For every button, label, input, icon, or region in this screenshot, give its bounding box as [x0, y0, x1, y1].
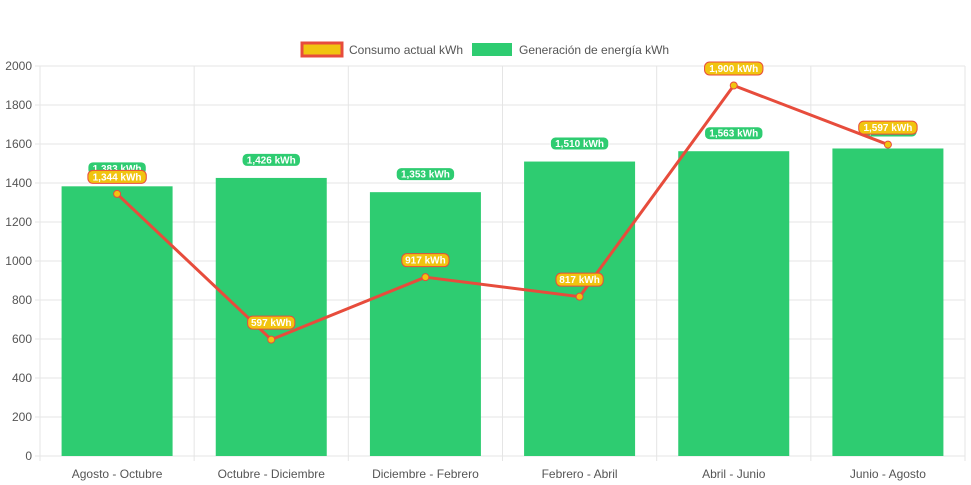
line-data-label-bg [401, 253, 450, 268]
y-tick-label: 1200 [5, 215, 32, 229]
y-axis-ticks: 0 200 400 600 800 1000 1200 1400 1600 1800 2000 [5, 59, 32, 463]
line-data-label: 1,344 kWh [93, 172, 142, 183]
line-point[interactable] [267, 335, 276, 344]
legend-swatch-consumption[interactable] [300, 41, 344, 58]
legend-swatch-generation[interactable] [472, 43, 512, 56]
y-tick-label: 0 [25, 449, 32, 463]
line-data-labels: 1,344 kWh 597 kWh 917 kWh 817 kWh 1,900 kWh 1… [87, 61, 918, 330]
bar[interactable] [832, 148, 944, 457]
line-point[interactable] [883, 140, 892, 149]
bar-data-label: 1,383 kWh [93, 164, 142, 175]
line-data-label: 597 kWh [251, 318, 292, 329]
bar-data-label: 1,510 kWh [555, 139, 604, 150]
line-data-label: 817 kWh [559, 275, 600, 286]
line-data-label: 1,900 kWh [709, 64, 758, 75]
y-tick-label: 1800 [5, 98, 32, 112]
y-tick-label: 200 [12, 410, 32, 424]
y-tick-label: 2000 [5, 59, 32, 73]
x-tick-label: Abril - Junio [702, 467, 766, 481]
y-tick-label: 600 [12, 332, 32, 346]
legend-label-generation: Generación de energía kWh [519, 43, 669, 57]
x-tick-label: Diciembre - Febrero [372, 467, 479, 481]
line-point[interactable] [575, 292, 584, 301]
bars-generation [61, 148, 944, 457]
y-tick-label: 800 [12, 293, 32, 307]
x-tick-label: Febrero - Abril [542, 467, 618, 481]
y-tick-label: 1400 [5, 176, 32, 190]
legend: Consumo actual kWh Generación de energía… [300, 41, 669, 58]
line-data-label: 1,597 kWh [863, 123, 912, 134]
line-data-label: 917 kWh [405, 256, 446, 267]
bar[interactable] [61, 186, 173, 456]
line-data-label-bg [87, 169, 147, 184]
line-point[interactable] [113, 189, 122, 198]
line-data-label-bg [247, 315, 296, 330]
line-data-label-bg [555, 272, 604, 287]
line-data-label-bg [704, 61, 764, 76]
x-tick-label: Junio - Agosto [850, 467, 926, 481]
bar-data-label: 1,563 kWh [709, 129, 758, 140]
line-consumption [113, 81, 892, 344]
bar-data-label-bg [704, 126, 764, 141]
bar-data-label-bg [241, 152, 301, 167]
bar[interactable] [524, 161, 636, 457]
grid-lines [35, 65, 966, 461]
y-tick-label: 1600 [5, 137, 32, 151]
bar[interactable] [678, 151, 790, 456]
bar-data-label: 1,426 kWh [247, 155, 296, 166]
line-point[interactable] [421, 273, 430, 282]
y-tick-label: 400 [12, 371, 32, 385]
legend-label-consumption: Consumo actual kWh [349, 43, 463, 57]
bar-data-label-bg [549, 136, 610, 151]
bar-data-label-bg [395, 167, 456, 182]
bar-data-label: 1,353 kWh [401, 170, 450, 181]
x-tick-label: Octubre - Diciembre [218, 467, 326, 481]
line-data-label-bg [858, 120, 918, 135]
consumption-line [116, 84, 889, 342]
y-tick-label: 1000 [5, 254, 32, 268]
bar[interactable] [369, 192, 481, 457]
line-point[interactable] [729, 81, 738, 90]
x-tick-label: Agosto - Octubre [72, 467, 163, 481]
x-axis-ticks: Agosto - Octubre Octubre - Diciembre Dicie… [72, 467, 927, 481]
